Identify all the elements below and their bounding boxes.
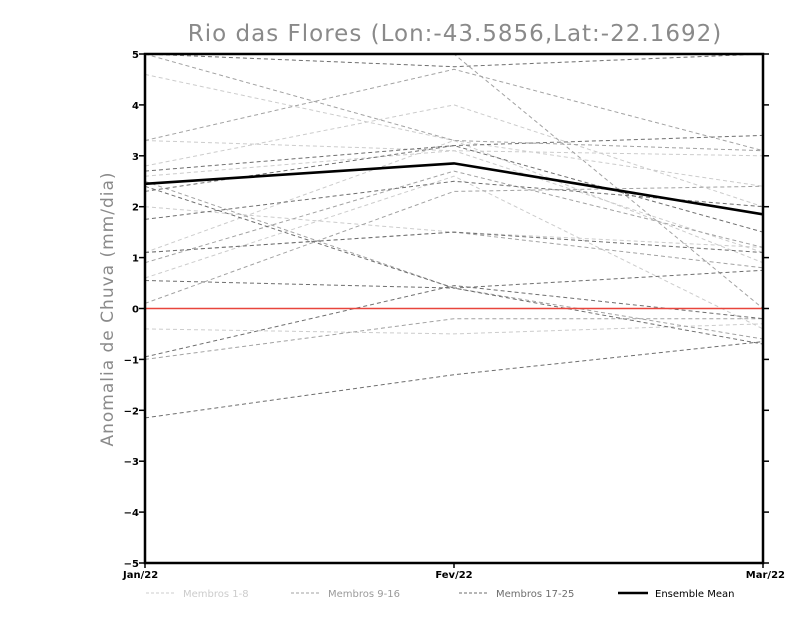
series-line-m8 xyxy=(144,150,764,177)
series-line-m24 xyxy=(144,185,764,345)
series-line-m3 xyxy=(144,140,764,253)
series-line-m2 xyxy=(144,104,764,208)
legend-label-0: Membros 1-8 xyxy=(183,589,249,600)
legend: Membros 1-8 Membros 9-16 Membros 17-25 Ense… xyxy=(146,589,734,600)
series-line-m25 xyxy=(144,145,764,233)
y-tick-label: −2 xyxy=(124,406,139,417)
legend-label-2: Membros 17-25 xyxy=(496,589,574,600)
series-line-m12 xyxy=(144,170,764,264)
legend-label-3: Ensemble Mean xyxy=(655,589,734,600)
series-line-m6 xyxy=(144,323,764,335)
series-line-m13 xyxy=(144,318,763,360)
y-tick-label: 2 xyxy=(132,203,139,214)
y-tick-label: −4 xyxy=(124,508,139,519)
y-tick-label: 4 xyxy=(132,101,139,112)
y-tick-label: 0 xyxy=(132,305,139,316)
series-line-m18 xyxy=(144,134,764,172)
series-line-m9 xyxy=(144,53,764,152)
ensemble-mean-line xyxy=(144,162,764,216)
series-line-m23 xyxy=(144,341,764,419)
y-tick-label: −5 xyxy=(124,559,139,570)
series-line-m20 xyxy=(144,231,764,253)
y-tick-label: 1 xyxy=(132,254,139,265)
x-tick-label: Mar/22 xyxy=(746,570,785,581)
series-line-m11 xyxy=(144,185,764,304)
y-tick-label: −3 xyxy=(124,457,139,468)
series-line-m17 xyxy=(144,53,764,68)
y-tick-label: 5 xyxy=(132,50,139,61)
x-tick-label: Fev/22 xyxy=(435,570,472,581)
series-line-m1 xyxy=(144,73,764,187)
series-line-m7 xyxy=(144,175,764,330)
series-line-m22 xyxy=(144,285,764,358)
y-tick-label: −1 xyxy=(124,355,139,366)
y-axis-label: Anomalia de Chuva (mm/dia) xyxy=(98,171,118,446)
tick-layer: −5 −4 −3 −2 −1 0 1 2 3 4 5 Jan/22 Fev/22 Mar/22 xyxy=(122,50,785,581)
series-layer xyxy=(144,53,764,419)
y-tick-label: 3 xyxy=(132,152,139,163)
series-line-m4 xyxy=(144,139,764,264)
legend-label-1: Membros 9-16 xyxy=(328,589,400,600)
series-line-m14 xyxy=(144,180,764,340)
series-line-m10 xyxy=(144,68,764,152)
chart-title: Rio das Flores (Lon:-43.5856,Lat:-22.169… xyxy=(188,21,722,47)
series-line-m5 xyxy=(144,206,764,248)
x-tick-label: Jan/22 xyxy=(122,570,158,581)
mean-layer xyxy=(144,162,764,216)
series-line-m16 xyxy=(144,231,764,269)
